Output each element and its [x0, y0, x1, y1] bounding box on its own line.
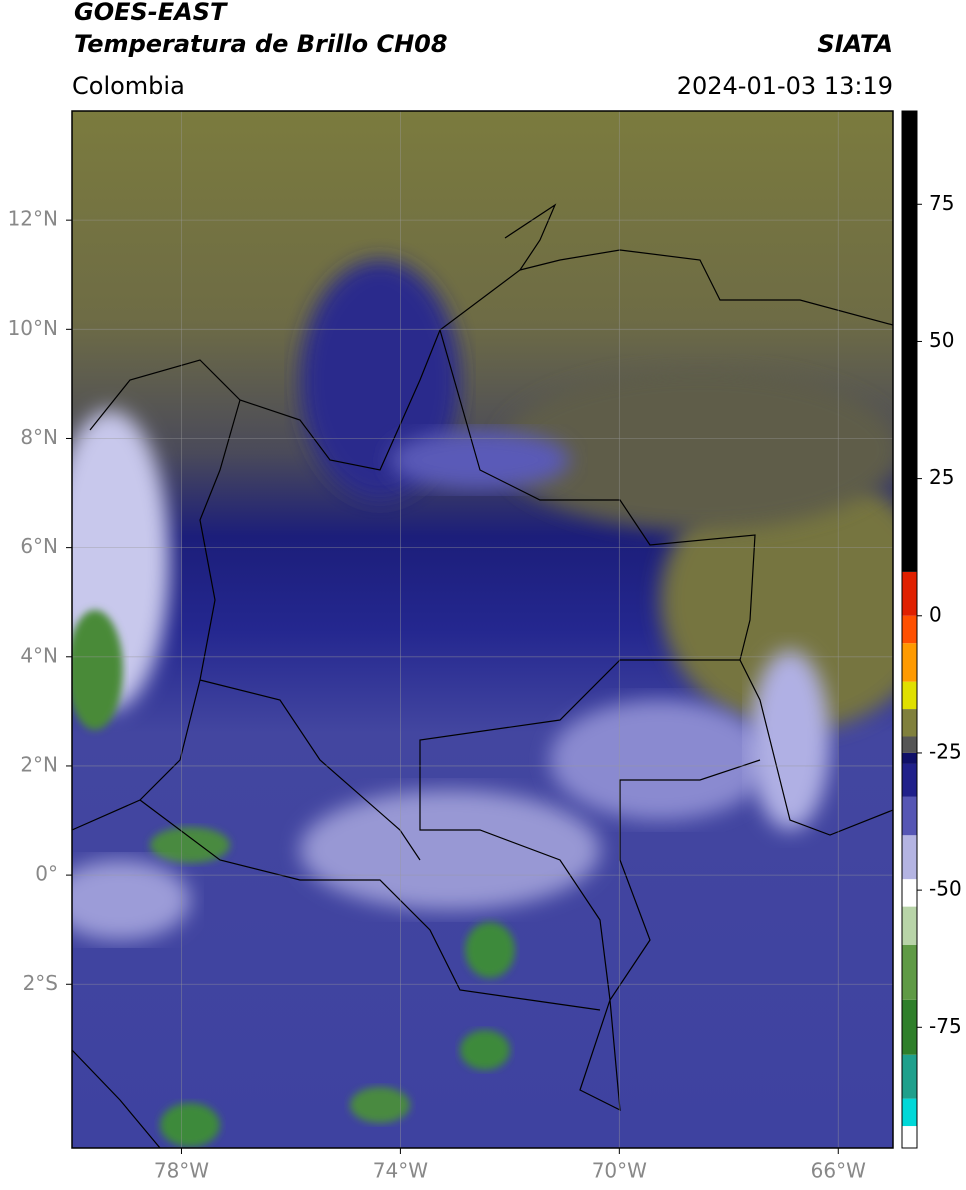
- x-tick-label: 70°W: [592, 1159, 647, 1183]
- colorbar-label: 25: [929, 465, 954, 489]
- imagery: [72, 111, 893, 1148]
- colorbar-label: 75: [929, 191, 954, 215]
- colorbar-segment: [902, 1126, 917, 1148]
- y-tick-label: 2°N: [20, 752, 58, 776]
- subtitle: Temperatura de Brillo CH08: [74, 30, 448, 58]
- y-tick-label: 12°N: [8, 207, 58, 231]
- colorbar-segment: [902, 752, 917, 764]
- colorbar-segment: [902, 643, 917, 682]
- colorbar-segment: [902, 999, 917, 1055]
- colorbar-label: 50: [929, 328, 954, 352]
- timestamp: 2024-01-03 13:19: [677, 72, 893, 100]
- colorbar-segment: [902, 1054, 917, 1099]
- y-tick-label: 8°N: [20, 425, 58, 449]
- x-tick-label: 66°W: [811, 1159, 866, 1183]
- colorbar-segment: [902, 835, 917, 880]
- colorbar-segment: [902, 1098, 917, 1127]
- y-tick-label: 10°N: [8, 316, 58, 340]
- colorbar-segment: [902, 879, 917, 907]
- colorbar-segment: [902, 111, 917, 572]
- colorbar-segment: [902, 796, 917, 836]
- y-tick-label: 0°: [35, 862, 58, 886]
- colorbar-label: 0: [929, 602, 942, 626]
- y-tick-label: 4°N: [20, 643, 58, 667]
- title: GOES-EAST: [74, 0, 228, 26]
- y-tick-label: 2°S: [23, 971, 58, 995]
- colorbar-segment: [902, 944, 917, 1000]
- colorbar-segment: [902, 681, 917, 710]
- source: SIATA: [817, 30, 893, 58]
- x-tick-label: 74°W: [373, 1159, 428, 1183]
- y-tick-label: 6°N: [20, 534, 58, 558]
- colorbar-segment: [902, 763, 917, 797]
- x-tick-label: 78°W: [154, 1159, 209, 1183]
- colorbar-segment: [902, 709, 917, 737]
- colorbar-label: -50: [929, 877, 962, 901]
- map-frame: [71, 110, 894, 1149]
- colorbar-segment: [902, 906, 917, 945]
- colorbar-segment: [902, 571, 917, 616]
- colorbar-label: -75: [929, 1014, 962, 1038]
- colorbar-segment: [902, 615, 917, 644]
- colorbar-frame: [901, 110, 918, 1149]
- colorbar-segment: [902, 736, 917, 753]
- region: Colombia: [72, 72, 185, 100]
- colorbar-label: -25: [929, 739, 962, 763]
